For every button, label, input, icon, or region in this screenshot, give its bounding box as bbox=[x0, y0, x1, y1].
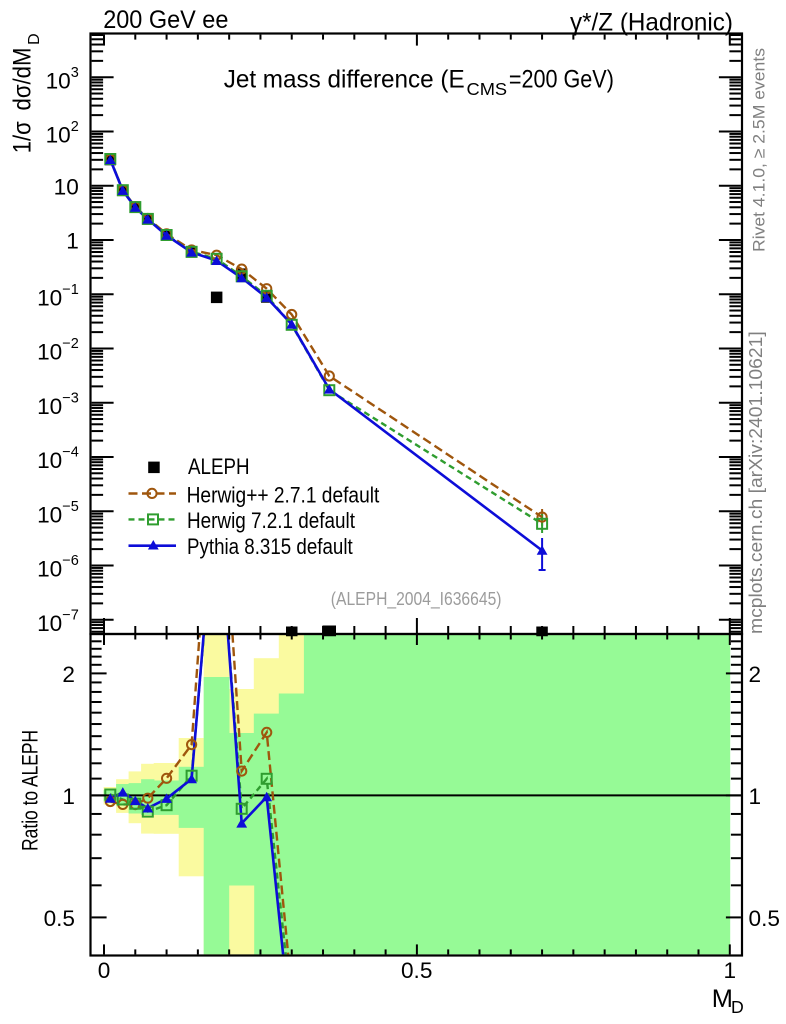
svg-text:1/σ: 1/σ bbox=[9, 121, 37, 153]
svg-text:Ratio to ALEPH: Ratio to ALEPH bbox=[17, 730, 42, 851]
svg-text:Herwig 7.2.1 default: Herwig 7.2.1 default bbox=[187, 508, 356, 533]
svg-text:1: 1 bbox=[749, 784, 762, 809]
svg-text:0: 0 bbox=[98, 958, 111, 983]
svg-text:10−6: 10−6 bbox=[37, 553, 79, 582]
svg-text:D: D bbox=[26, 33, 43, 45]
svg-text:Jet mass difference (E: Jet mass difference (E bbox=[224, 66, 465, 94]
svg-text:M: M bbox=[712, 985, 733, 1013]
svg-text:ALEPH: ALEPH bbox=[188, 454, 250, 479]
svg-text:2: 2 bbox=[749, 662, 762, 687]
svg-text:(ALEPH_2004_I636645): (ALEPH_2004_I636645) bbox=[331, 589, 502, 610]
svg-text:10−1: 10−1 bbox=[37, 282, 79, 311]
svg-text:0.5: 0.5 bbox=[401, 958, 432, 983]
svg-text:1: 1 bbox=[724, 958, 737, 983]
svg-text:mcplots.cern.ch [arXiv:2401.10: mcplots.cern.ch [arXiv:2401.10621] bbox=[746, 331, 766, 634]
svg-text:CMS: CMS bbox=[467, 79, 508, 99]
svg-text:dσ/dM: dσ/dM bbox=[9, 48, 37, 111]
svg-text:=200 GeV): =200 GeV) bbox=[509, 66, 614, 94]
svg-text:200 GeV ee: 200 GeV ee bbox=[103, 6, 228, 34]
svg-text:2: 2 bbox=[62, 662, 75, 687]
svg-text:10: 10 bbox=[54, 174, 79, 199]
svg-text:Rivet 4.1.0, ≥ 2.5M events: Rivet 4.1.0, ≥ 2.5M events bbox=[750, 48, 769, 252]
svg-text:Pythia 8.315 default: Pythia 8.315 default bbox=[187, 534, 353, 559]
svg-text:1: 1 bbox=[62, 784, 75, 809]
svg-text:γ*/Z (Hadronic): γ*/Z (Hadronic) bbox=[570, 9, 733, 37]
svg-text:0.5: 0.5 bbox=[44, 906, 75, 931]
svg-text:10−3: 10−3 bbox=[37, 390, 79, 419]
svg-text:1: 1 bbox=[66, 229, 79, 254]
svg-text:0.5: 0.5 bbox=[749, 906, 780, 931]
svg-text:D: D bbox=[731, 997, 744, 1017]
svg-text:Herwig++ 2.7.1 default: Herwig++ 2.7.1 default bbox=[187, 483, 380, 508]
